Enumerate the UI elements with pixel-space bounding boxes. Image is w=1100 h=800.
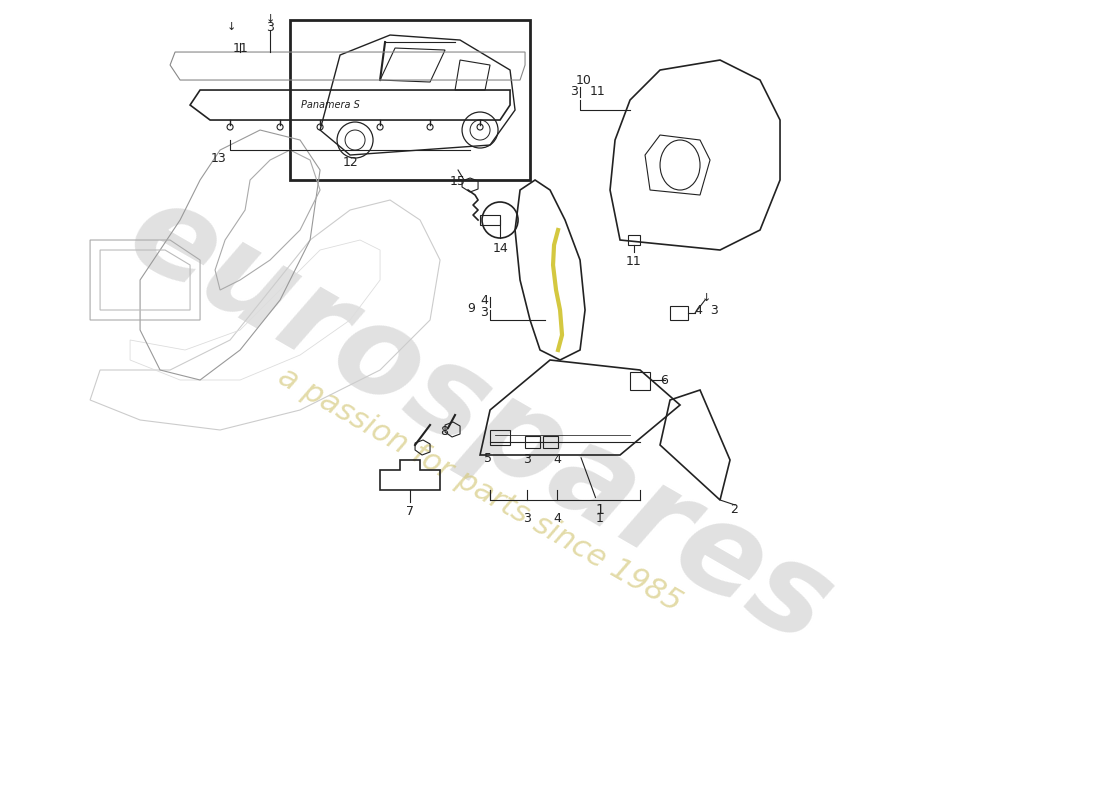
Bar xyxy=(525,436,540,448)
Text: 7: 7 xyxy=(406,505,414,518)
Text: 11: 11 xyxy=(232,42,248,55)
Text: 3: 3 xyxy=(481,306,488,318)
Text: 13: 13 xyxy=(210,152,225,165)
Text: 3: 3 xyxy=(570,85,578,98)
Bar xyxy=(670,306,688,320)
Bar xyxy=(480,215,501,225)
Text: 4: 4 xyxy=(553,512,561,525)
Bar xyxy=(490,430,510,445)
Bar xyxy=(543,436,558,448)
Text: ↓: ↓ xyxy=(227,22,235,32)
Bar xyxy=(290,20,530,180)
Text: 12: 12 xyxy=(342,156,358,169)
Text: 5: 5 xyxy=(484,452,492,465)
Text: 3: 3 xyxy=(524,512,531,525)
Text: ↓: ↓ xyxy=(265,14,275,24)
Text: 11: 11 xyxy=(590,85,606,98)
Text: 15: 15 xyxy=(450,175,466,188)
Text: 2: 2 xyxy=(730,503,738,517)
Text: 1: 1 xyxy=(581,458,605,517)
Text: 6: 6 xyxy=(660,374,668,386)
Text: 11: 11 xyxy=(626,255,642,268)
Text: 8: 8 xyxy=(440,426,448,438)
Text: 4: 4 xyxy=(553,453,561,466)
Bar xyxy=(630,372,650,390)
Bar xyxy=(628,235,640,245)
Text: a passion for parts since 1985: a passion for parts since 1985 xyxy=(273,362,686,618)
Text: Panamera S: Panamera S xyxy=(300,100,360,110)
Text: ↓: ↓ xyxy=(702,293,711,303)
Text: eurospares: eurospares xyxy=(108,170,852,670)
Text: 4  3: 4 3 xyxy=(695,303,718,317)
Text: 3: 3 xyxy=(266,21,274,34)
Text: 1: 1 xyxy=(596,512,604,525)
Text: 9: 9 xyxy=(468,302,475,314)
Text: 4: 4 xyxy=(481,294,488,306)
Text: 3: 3 xyxy=(524,453,531,466)
Text: 14: 14 xyxy=(492,242,508,255)
Text: 10: 10 xyxy=(576,74,592,87)
